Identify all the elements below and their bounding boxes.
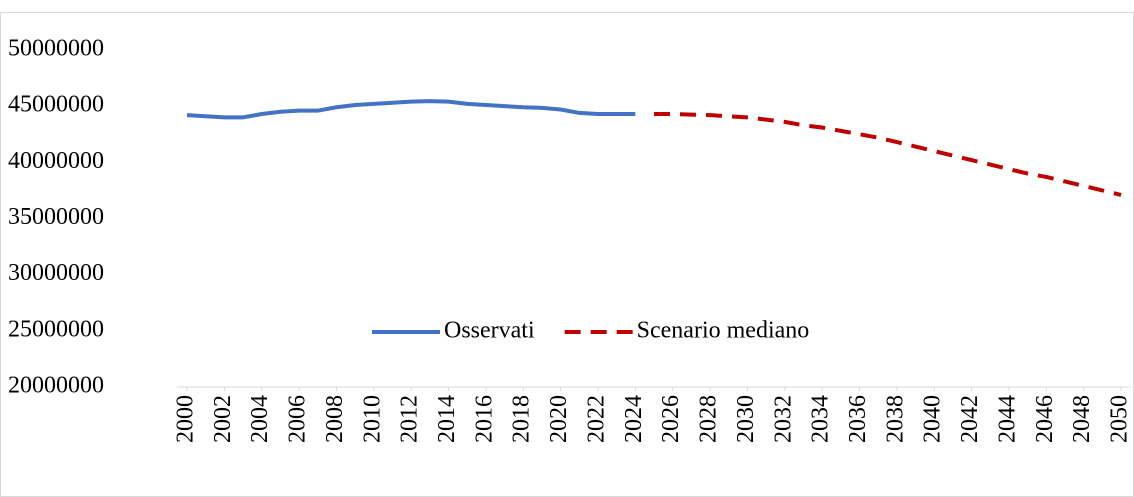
x-tick-label: 2042: [957, 395, 983, 443]
x-tick-label: 2026: [658, 395, 684, 443]
x-tick-label: 2012: [397, 395, 423, 443]
x-tick-label: 2004: [247, 395, 273, 443]
x-tick-label: 2006: [285, 395, 311, 443]
series-line: [186, 99, 636, 120]
x-tick-label: 2022: [583, 395, 609, 443]
x-tick-label: 2038: [882, 395, 908, 443]
x-tick-label: 2000: [173, 395, 199, 443]
x-tick-label: 2050: [1107, 395, 1133, 443]
x-tick-label: 2010: [359, 395, 385, 443]
x-tick-label: 2028: [696, 395, 722, 443]
x-tick-label: 2018: [509, 395, 535, 443]
x-tick-label: 2048: [1069, 395, 1095, 443]
x-tick-label: 2024: [621, 395, 647, 443]
x-tick-label: 2020: [546, 395, 572, 443]
x-tick-label: 2036: [845, 395, 871, 443]
y-tick-label: 25000000: [8, 316, 104, 342]
y-tick-label: 50000000: [8, 36, 104, 62]
y-tick-label: 30000000: [8, 260, 104, 286]
legend-label: Scenario mediano: [637, 318, 810, 344]
y-tick-label: 35000000: [8, 204, 104, 230]
x-tick-label: 2002: [210, 395, 236, 443]
y-tick-label: 40000000: [8, 148, 104, 174]
x-tick-label: 2014: [434, 395, 460, 443]
x-tick-label: 2044: [994, 395, 1020, 443]
x-tick-label: 2032: [770, 395, 796, 443]
series-line: [654, 112, 1122, 197]
y-tick-label: 20000000: [8, 373, 104, 399]
x-tick-label: 2034: [808, 395, 834, 443]
legend-label: Osservati: [444, 318, 535, 344]
x-tick-label: 2008: [322, 395, 348, 443]
x-tick-label: 2040: [920, 395, 946, 443]
y-tick-label: 45000000: [8, 92, 104, 118]
x-tick-label: 2016: [471, 395, 497, 443]
x-tick-label: 2030: [733, 395, 759, 443]
x-tick-label: 2046: [1032, 395, 1058, 443]
